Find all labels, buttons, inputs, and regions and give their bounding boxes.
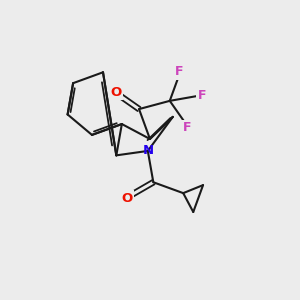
Text: O: O xyxy=(122,191,133,205)
Text: F: F xyxy=(182,121,191,134)
Text: F: F xyxy=(197,89,206,102)
Text: F: F xyxy=(175,65,183,78)
Text: N: N xyxy=(142,144,153,158)
Text: O: O xyxy=(110,86,121,99)
